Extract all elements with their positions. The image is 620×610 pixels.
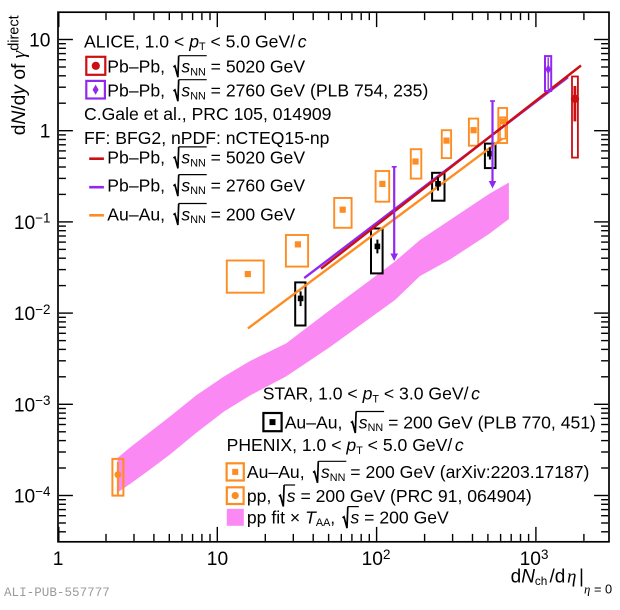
svg-text:T: T [372,393,379,405]
svg-text:= 2760 GeV: = 2760 GeV [206,175,306,195]
svg-text:|: | [579,566,584,587]
svg-text:s: s [181,57,190,77]
svg-text:p: p [188,31,199,51]
svg-text:s: s [181,81,190,101]
svg-text:< 5.0 GeV/: < 5.0 GeV/ [206,31,296,51]
svg-text:of: of [9,58,30,85]
svg-text:Pb–Pb,: Pb–Pb, [107,175,170,195]
svg-text:C.Gale et al., PRC 105, 014909: C.Gale et al., PRC 105, 014909 [84,104,331,124]
svg-text:γ: γ [9,50,30,58]
svg-text:= 200 GeV (PLB 770, 451): = 200 GeV (PLB 770, 451) [383,412,596,432]
svg-text:d: d [9,125,30,136]
svg-text:Pb–Pb,: Pb–Pb, [107,148,170,168]
svg-text:NN: NN [330,472,346,484]
svg-text:10: 10 [362,549,383,570]
svg-text:direct: direct [7,15,23,50]
svg-text:= 200 GeV (arXiv:2203.17187): = 200 GeV (arXiv:2203.17187) [345,462,589,482]
svg-text:pp,: pp, [247,486,276,506]
svg-text:y: y [9,84,30,97]
svg-text:s: s [321,462,330,482]
svg-text:s: s [181,148,190,168]
svg-text:= 200 GeV: = 200 GeV [359,507,449,527]
svg-text:−1: −1 [35,211,50,226]
svg-text:= 200 GeV: = 200 GeV [206,204,296,224]
svg-text:/d: /d [9,95,30,111]
svg-text:10: 10 [14,395,35,416]
svg-text:Pb–Pb,: Pb–Pb, [107,81,170,101]
svg-text:= 5020 GeV: = 5020 GeV [206,57,306,77]
svg-text:T: T [305,507,317,527]
svg-text:NN: NN [190,90,206,102]
svg-text:10: 10 [14,304,35,325]
svg-text:NN: NN [190,185,206,197]
svg-text:= 2760 GeV (PLB 754, 235): = 2760 GeV (PLB 754, 235) [206,81,429,101]
svg-text:Au–Au,: Au–Au, [107,204,170,224]
svg-text:10: 10 [520,549,541,570]
svg-text:= 200 GeV (PRC 91, 064904): = 200 GeV (PRC 91, 064904) [296,486,532,506]
svg-text:= 0: = 0 [590,582,612,597]
svg-text:N: N [9,111,30,125]
svg-text:pp fit ×: pp fit × [247,507,305,527]
svg-text:10: 10 [14,213,35,234]
svg-text:3: 3 [541,547,548,562]
svg-text:d: d [511,566,522,587]
svg-text:NN: NN [190,66,206,78]
svg-text:ALI-PUB-557777: ALI-PUB-557777 [4,586,110,600]
svg-text:FF: BFG2, nPDF: nCTEQ15-np: FF: BFG2, nPDF: nCTEQ15-np [84,128,330,148]
svg-text:10: 10 [14,487,35,508]
svg-text:1: 1 [40,122,51,143]
svg-text:s: s [181,175,190,195]
svg-text:ALICE, 1.0 <: ALICE, 1.0 < [84,31,189,51]
svg-text:10: 10 [207,549,228,570]
svg-text:s: s [181,204,190,224]
svg-text:s: s [359,412,368,432]
svg-text:p: p [345,435,356,455]
svg-text:1: 1 [53,549,64,570]
svg-text:c: c [455,435,464,455]
svg-text:NN: NN [190,214,206,226]
svg-text:,: , [330,507,340,527]
svg-text:T: T [356,445,363,457]
svg-text:N: N [521,566,535,587]
svg-text:NN: NN [368,422,384,434]
svg-text:10: 10 [29,30,50,51]
svg-text:Au–Au,: Au–Au, [285,412,348,432]
svg-text:AA: AA [316,517,331,529]
svg-text:NN: NN [190,158,206,170]
svg-text:−2: −2 [35,302,50,317]
svg-text:< 5.0 GeV/: < 5.0 GeV/ [363,435,453,455]
svg-text:p: p [362,384,373,404]
svg-text:c: c [471,384,480,404]
svg-text:< 3.0 GeV/: < 3.0 GeV/ [379,384,469,404]
svg-text:STAR, 1.0 <: STAR, 1.0 < [263,384,363,404]
svg-text:T: T [199,41,206,53]
svg-text:Au–Au,: Au–Au, [247,462,310,482]
svg-text:ch: ch [535,574,547,588]
svg-text:η: η [584,583,590,597]
svg-text:c: c [298,31,307,51]
svg-text:/d: /d [550,566,566,587]
svg-text:PHENIX, 1.0 <: PHENIX, 1.0 < [227,435,347,455]
svg-text:Pb–Pb,: Pb–Pb, [107,57,170,77]
svg-text:2: 2 [383,547,390,562]
svg-text:= 5020 GeV: = 5020 GeV [206,148,306,168]
svg-text:−3: −3 [35,393,50,408]
svg-text:s: s [287,486,296,506]
svg-text:s: s [351,507,360,527]
svg-text:−4: −4 [35,484,51,499]
svg-text:η: η [567,566,576,587]
